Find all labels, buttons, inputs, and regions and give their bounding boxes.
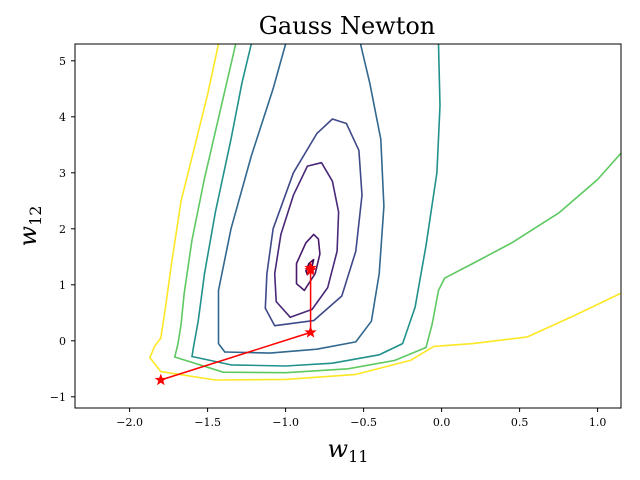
x-axis-label-sub: 11 (348, 447, 368, 466)
y-tick-label-5: 4 (59, 111, 66, 124)
x-axis-label: w11 (328, 435, 369, 466)
path-marker-1 (304, 325, 317, 338)
x-tick-label-5: 0.5 (511, 416, 529, 429)
y-axis-label: w12 (14, 206, 45, 247)
contour-line-7 (191, 44, 253, 358)
x-tick-label-0: −2.0 (116, 416, 143, 429)
contour-line-10 (149, 292, 621, 381)
y-axis-label-main: w (14, 225, 42, 246)
x-tick-label-3: −0.5 (350, 416, 377, 429)
y-tick-label-4: 3 (59, 167, 66, 180)
y-tick-label-0: −1 (50, 391, 66, 404)
y-axis-label-sub: 12 (26, 206, 45, 226)
y-tick-label-1: 0 (59, 335, 66, 348)
contour-line-11 (149, 44, 220, 359)
contour-line-3 (264, 118, 363, 327)
y-tick-label-6: 5 (59, 55, 66, 68)
x-tick-label-6: 1.0 (589, 416, 607, 429)
optimizer-path (154, 261, 317, 386)
x-tick-label-2: −1.0 (272, 416, 299, 429)
x-tick-label-4: 0.0 (433, 416, 451, 429)
y-axis-ticks: −1 0 1 2 3 4 5 (50, 55, 75, 404)
chart-title: Gauss Newton (259, 12, 436, 40)
contour-line-5 (217, 44, 287, 353)
contour-line-2 (273, 161, 340, 319)
contour-line-1 (295, 233, 321, 292)
x-axis-label-main: w (328, 435, 349, 463)
x-tick-label-1: −1.5 (194, 416, 221, 429)
path-marker-0 (154, 373, 167, 386)
contour-line-8 (174, 152, 621, 374)
contour-lines (149, 44, 621, 381)
path-marker-3 (304, 263, 317, 276)
contour-line-4 (224, 44, 385, 354)
contour-line-6 (191, 44, 441, 367)
plot-frame (74, 43, 622, 409)
contour-line-9 (174, 44, 237, 358)
x-axis-ticks: −2.0 −1.5 −1.0 −0.5 0.0 0.5 1.0 (116, 408, 606, 429)
y-tick-label-3: 2 (59, 223, 66, 236)
y-tick-label-2: 1 (59, 279, 66, 292)
